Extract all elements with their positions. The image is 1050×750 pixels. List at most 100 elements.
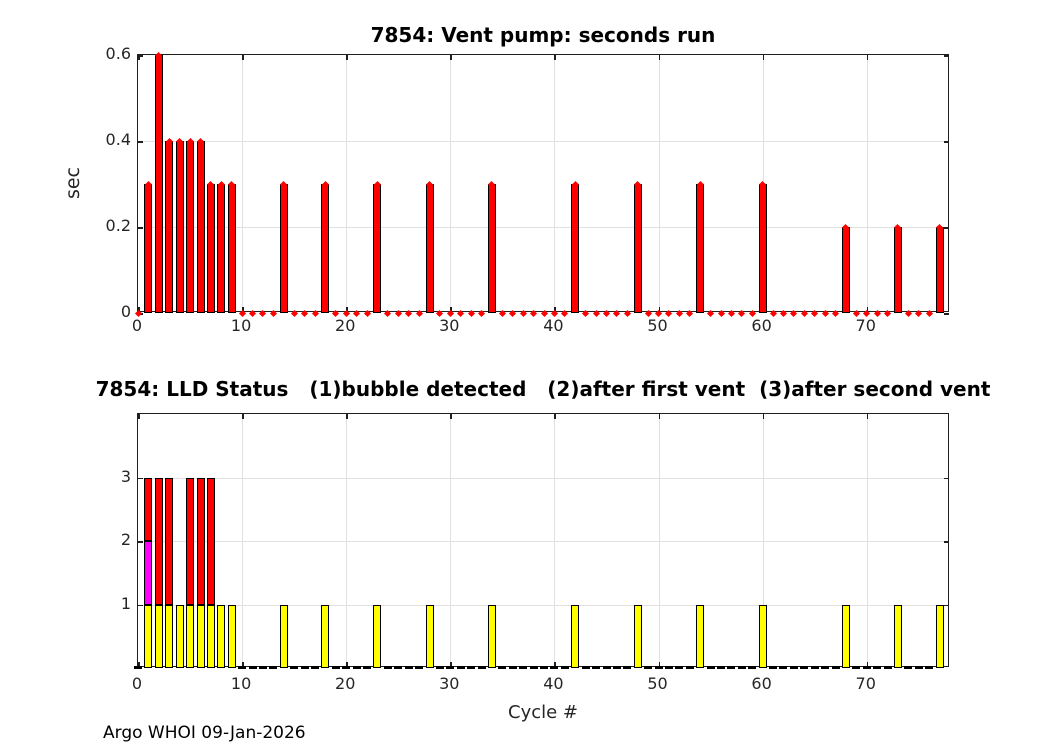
zero-value-dash <box>581 665 590 669</box>
axis-tick-y-left <box>138 227 143 229</box>
gridline-vertical <box>554 55 556 311</box>
data-point-marker-diamond <box>738 309 746 317</box>
data-point-marker-diamond <box>883 309 892 317</box>
bar-segment <box>487 604 496 668</box>
bar-segment <box>373 184 382 313</box>
data-point-marker-diamond <box>477 309 486 317</box>
bar-segment <box>186 141 195 313</box>
zero-value-dash <box>852 665 861 669</box>
bottom-chart-title: 7854: LLD Status (1)bubble detected (2)a… <box>95 377 991 401</box>
zero-value-dash <box>550 665 559 669</box>
top-chart-canvas <box>134 51 949 317</box>
bar-segment <box>227 184 236 313</box>
axis-tick-y-left <box>138 604 143 606</box>
axis-tick-x-top <box>242 55 244 60</box>
x-tick-label: 60 <box>751 316 772 335</box>
gridline-vertical <box>866 55 868 311</box>
zero-value-dash <box>435 665 444 669</box>
y-tick-label: 0 <box>120 302 131 321</box>
footer-annotation: Argo WHOI 09-Jan-2026 <box>103 723 306 743</box>
axis-tick-x-bottom <box>346 306 348 312</box>
x-tick-label: 30 <box>439 674 460 693</box>
zero-value-dash <box>519 665 528 669</box>
zero-value-dash <box>800 665 809 669</box>
gridline-horizontal <box>138 141 948 142</box>
data-point-marker-diamond <box>259 309 267 317</box>
data-point-marker-diamond <box>467 309 475 317</box>
zero-value-dash <box>498 665 507 669</box>
bar-segment <box>144 604 153 668</box>
axis-tick-x-top <box>658 414 660 419</box>
x-axis-label-cycle: Cycle # <box>508 702 578 723</box>
data-point-marker-diamond <box>498 309 506 317</box>
zero-value-dash <box>654 665 663 669</box>
data-point-marker-diamond <box>363 309 371 317</box>
bar-segment <box>633 604 642 668</box>
bar-segment <box>893 227 902 313</box>
gridline-vertical <box>346 55 348 311</box>
axis-tick-x-bottom <box>242 306 244 312</box>
data-point-marker-diamond <box>800 309 808 317</box>
gridline-vertical <box>346 414 348 666</box>
bar-segment <box>571 184 580 313</box>
zero-value-dash <box>873 665 882 669</box>
x-tick-label: 0 <box>131 674 143 693</box>
zero-value-dash <box>727 665 736 669</box>
axis-tick-x-bottom <box>138 306 140 312</box>
axis-tick-y-right <box>943 541 949 543</box>
zero-value-dash <box>415 665 424 669</box>
zero-value-dash <box>456 665 465 669</box>
zero-value-dash <box>300 665 309 669</box>
bar-segment <box>696 604 705 668</box>
zero-value-dash <box>331 665 340 669</box>
x-tick-label: 20 <box>335 674 356 693</box>
zero-value-dash <box>258 665 267 669</box>
axis-tick-x-top <box>450 414 452 419</box>
bar-segment <box>571 604 580 668</box>
bar-segment <box>487 184 496 313</box>
bar-segment <box>633 184 642 313</box>
bar-segment <box>758 604 767 668</box>
x-tick-label: 50 <box>647 316 668 335</box>
bar-segment <box>196 477 205 605</box>
zero-value-dash <box>737 665 746 669</box>
axis-tick-y-right <box>943 477 949 479</box>
zero-value-dash <box>602 665 611 669</box>
data-point-marker-diamond <box>831 309 840 317</box>
data-point-marker-diamond <box>582 309 590 317</box>
gridline-vertical <box>762 414 764 666</box>
data-point-marker-diamond <box>509 309 517 317</box>
top-chart-plot-area <box>134 51 949 317</box>
zero-value-dash <box>394 665 403 669</box>
data-point-marker-diamond <box>727 309 735 317</box>
gridline-vertical <box>242 414 244 666</box>
bar-segment <box>841 227 850 313</box>
zero-value-dash <box>904 665 913 669</box>
gridline-vertical <box>554 414 556 666</box>
x-tick-label: 20 <box>335 316 356 335</box>
zero-value-dash <box>883 665 892 669</box>
gridline-vertical <box>658 55 660 311</box>
data-point-marker-diamond <box>592 309 600 317</box>
data-point-marker-diamond <box>904 309 912 317</box>
zero-value-dash <box>404 665 413 669</box>
y-tick-label: 0.2 <box>105 216 131 235</box>
axis-tick-y-right <box>943 313 949 315</box>
zero-value-dash <box>467 665 476 669</box>
x-tick-label: 40 <box>543 316 564 335</box>
bar-segment <box>196 141 205 313</box>
zero-value-dash <box>623 665 632 669</box>
axis-tick-x-bottom <box>346 661 348 667</box>
axis-tick-y-right <box>943 604 949 606</box>
gridline-horizontal <box>138 604 948 606</box>
zero-value-dash <box>238 665 247 669</box>
data-point-marker-diamond <box>915 309 923 317</box>
y-tick-label: 3 <box>120 466 131 486</box>
gridline-vertical <box>866 414 868 666</box>
zero-value-dash <box>446 665 455 669</box>
y-tick-label: 2 <box>120 530 131 549</box>
bar-segment <box>186 477 195 605</box>
zero-value-dash <box>675 665 684 669</box>
axis-tick-x-top <box>346 414 348 419</box>
bar-segment <box>217 184 226 313</box>
